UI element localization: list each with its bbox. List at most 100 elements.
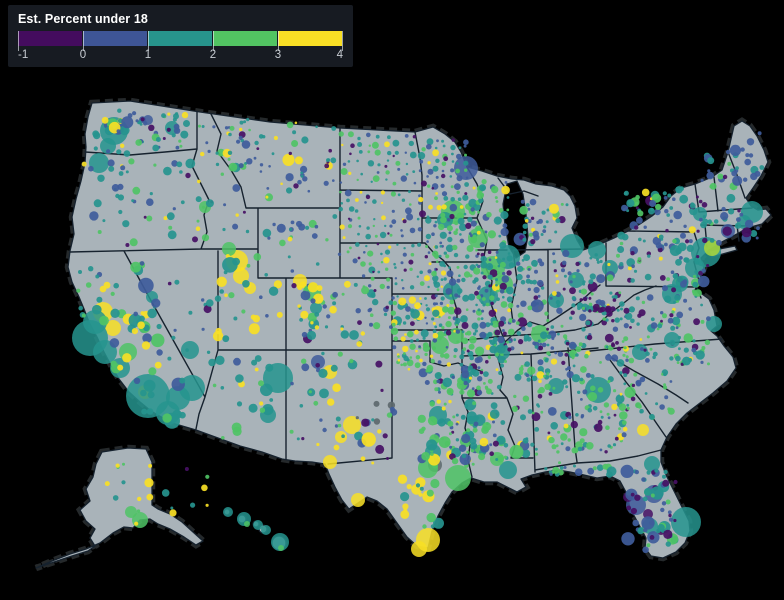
county-bubble xyxy=(450,144,456,151)
county-bubble xyxy=(449,299,455,305)
county-bubble xyxy=(410,309,420,319)
county-bubble xyxy=(117,364,124,371)
county-bubble xyxy=(392,345,397,350)
county-bubble xyxy=(104,481,110,487)
county-bubble xyxy=(460,414,466,420)
county-bubble xyxy=(527,268,531,271)
county-bubble xyxy=(429,354,434,358)
county-bubble xyxy=(531,301,537,307)
county-bubble xyxy=(744,219,754,229)
county-bubble xyxy=(586,334,593,341)
county-bubble xyxy=(531,412,541,422)
county-bubble xyxy=(463,160,469,166)
county-bubble xyxy=(442,377,453,388)
county-bubble xyxy=(472,427,478,433)
county-bubble xyxy=(642,546,649,554)
county-bubble xyxy=(616,359,625,367)
county-bubble xyxy=(342,236,346,240)
county-bubble xyxy=(390,327,399,335)
county-bubble xyxy=(750,230,758,237)
county-bubble xyxy=(138,277,154,294)
county-bubble xyxy=(419,486,424,491)
county-bubble xyxy=(144,478,154,488)
county-bubble xyxy=(662,191,667,196)
county-bubble xyxy=(432,165,439,172)
county-bubble xyxy=(380,190,385,195)
county-bubble xyxy=(425,217,432,224)
county-bubble xyxy=(122,462,125,466)
county-bubble xyxy=(149,192,153,196)
county-bubble xyxy=(503,455,507,459)
county-bubble xyxy=(140,389,147,397)
county-bubble xyxy=(461,337,469,345)
county-bubble xyxy=(248,323,260,335)
county-bubble xyxy=(475,254,479,258)
county-bubble xyxy=(403,268,407,272)
county-bubble xyxy=(426,175,429,178)
county-bubble xyxy=(452,415,456,419)
county-bubble xyxy=(339,190,342,194)
county-bubble xyxy=(449,294,453,297)
county-bubble xyxy=(392,154,395,158)
county-bubble xyxy=(495,200,499,203)
county-bubble xyxy=(332,301,337,306)
county-bubble xyxy=(590,385,596,392)
county-bubble xyxy=(612,298,617,302)
county-bubble xyxy=(171,160,178,167)
county-bubble xyxy=(400,261,404,265)
county-bubble xyxy=(600,306,606,313)
county-bubble xyxy=(167,112,171,116)
county-bubble xyxy=(702,218,709,225)
county-bubble xyxy=(323,455,337,469)
county-bubble xyxy=(132,186,141,195)
county-bubble xyxy=(490,402,498,410)
county-bubble xyxy=(476,294,482,300)
county-bubble xyxy=(266,187,270,190)
county-bubble xyxy=(341,434,345,439)
county-bubble xyxy=(520,199,525,204)
county-bubble xyxy=(521,449,531,458)
county-bubble xyxy=(630,278,635,283)
county-bubble xyxy=(575,346,582,353)
county-bubble xyxy=(506,270,512,276)
county-bubble xyxy=(573,464,576,468)
county-bubble xyxy=(390,191,396,197)
county-bubble xyxy=(587,392,598,402)
county-bubble xyxy=(433,517,444,529)
county-bubble xyxy=(709,182,717,190)
county-bubble xyxy=(554,230,558,234)
county-bubble xyxy=(669,356,674,361)
county-bubble xyxy=(667,317,674,324)
county-bubble xyxy=(392,300,398,306)
county-bubble xyxy=(541,342,547,348)
county-bubble xyxy=(107,159,115,167)
county-bubble xyxy=(478,285,481,288)
county-bubble xyxy=(246,158,253,165)
county-bubble xyxy=(466,450,470,454)
county-bubble xyxy=(387,232,390,235)
county-bubble xyxy=(563,466,567,469)
county-bubble xyxy=(667,510,672,515)
county-bubble xyxy=(671,310,675,314)
county-bubble xyxy=(721,206,726,212)
county-bubble xyxy=(146,408,154,415)
county-bubble xyxy=(600,415,604,419)
county-bubble xyxy=(694,270,699,274)
county-bubble xyxy=(200,151,205,157)
county-bubble xyxy=(673,479,678,485)
county-bubble xyxy=(502,331,507,336)
county-bubble xyxy=(496,344,506,354)
county-bubble xyxy=(662,474,666,479)
county-bubble xyxy=(546,343,550,347)
county-bubble xyxy=(404,333,407,336)
county-bubble xyxy=(550,325,555,329)
county-bubble xyxy=(630,251,635,256)
county-bubble xyxy=(596,260,600,264)
county-bubble xyxy=(453,354,457,358)
county-bubble xyxy=(338,206,344,212)
county-bubble xyxy=(133,377,141,384)
county-bubble xyxy=(349,330,359,340)
county-bubble xyxy=(453,329,456,333)
